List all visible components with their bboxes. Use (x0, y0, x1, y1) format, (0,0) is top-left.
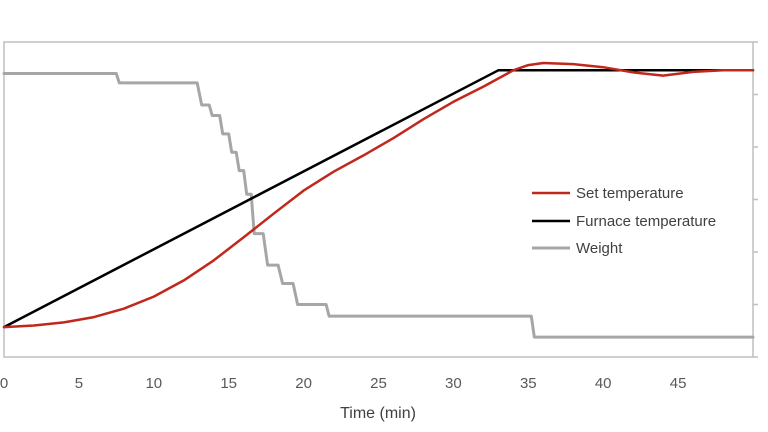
x-tick-label: 35 (520, 375, 537, 392)
series-line-weight (2, 72, 755, 339)
legend: Set temperature Furnace temperature Weight (532, 185, 716, 257)
series-line-set-temperature (2, 61, 755, 329)
legend-label-weight: Weight (576, 240, 623, 257)
x-tick-label: 40 (595, 375, 612, 392)
x-tick-label: 5 (75, 375, 83, 392)
x-tick-labels: 0 5 10 15 20 25 30 35 40 45 (0, 375, 686, 392)
x-tick-label: 15 (220, 375, 237, 392)
x-tick-label: 10 (145, 375, 162, 392)
x-tick-label: 0 (0, 375, 8, 392)
legend-label-furnace-temperature: Furnace temperature (576, 213, 716, 230)
series-layer (2, 61, 755, 339)
x-tick-label: 45 (670, 375, 687, 392)
x-tick-label: 20 (295, 375, 312, 392)
x-axis-title: Time (min) (340, 405, 416, 422)
right-axis-ticks (753, 41, 758, 358)
x-tick-label: 25 (370, 375, 387, 392)
series-line-furnace-temperature (2, 69, 755, 329)
legend-label-set-temperature: Set temperature (576, 185, 684, 202)
x-tick-label: 30 (445, 375, 462, 392)
